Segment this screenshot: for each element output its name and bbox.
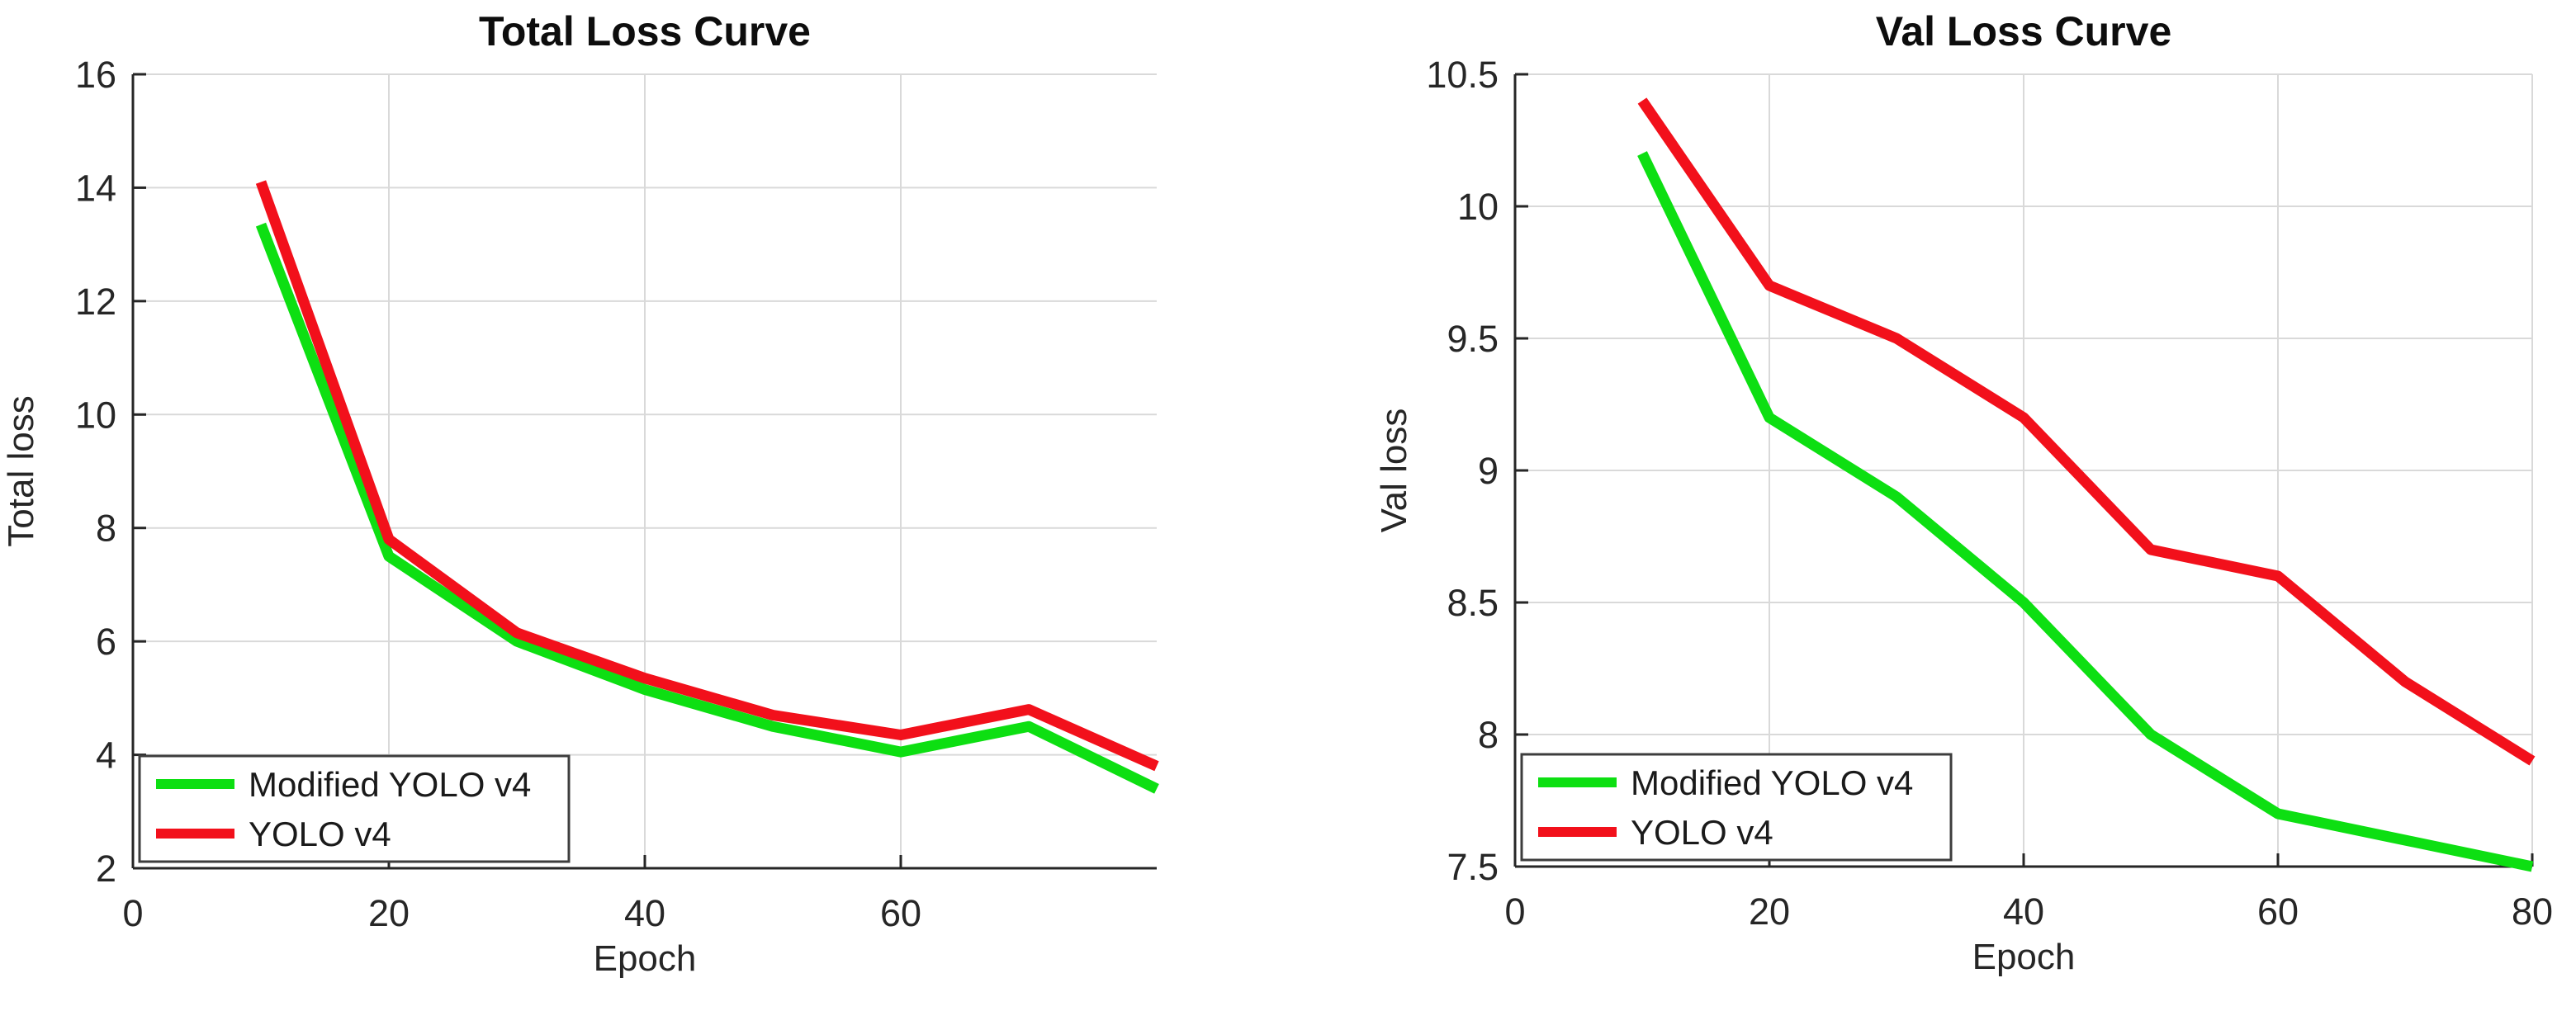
x-tick-label-40: 40 [624,892,665,934]
val-loss-curve-chart: 0 20 40 60 80 7.5 8 8.5 9 9.5 10 10.5 Val Loss Curve… [1374,8,2553,977]
legend: Modified YOLO v4 YOLO v4 [138,754,571,863]
y-tick-label-8: 8 [96,508,116,550]
x-tick-label-20: 20 [1749,891,1790,933]
y-tick-label-12: 12 [75,281,116,323]
x-tick-label-80: 80 [2512,891,2553,933]
series-line-modified-yolo-v4 [255,222,1159,794]
y-tick-label-2: 2 [96,848,116,890]
legend-box [1520,753,1953,862]
legend-box [138,754,571,863]
y-tick-label-9.5: 9.5 [1447,318,1499,360]
y-tick-label-8: 8 [1478,714,1499,756]
chart-title: Total Loss Curve [479,8,811,54]
x-tick-label-60: 60 [2257,891,2299,933]
x-tick-label-40: 40 [2003,891,2044,933]
series-line-yolo-v4 [1637,97,2536,766]
y-tick-label-7.5: 7.5 [1447,846,1499,888]
legend: Modified YOLO v4 YOLO v4 [1520,753,1953,862]
y-tick-label-6: 6 [96,621,116,663]
x-tick-label-0: 0 [122,892,143,934]
x-axis-label: Epoch [1972,937,2076,977]
legend-item-modified-yolo-v4: Modified YOLO v4 [1631,763,1913,802]
y-tick-label-16: 16 [75,54,116,96]
legend-item-yolo-v4: YOLO v4 [249,815,391,853]
series-line-modified-yolo-v4 [1637,151,2534,872]
y-tick-label-10: 10 [75,394,116,436]
y-tick-label-14: 14 [75,167,116,209]
x-tick-label-0: 0 [1504,891,1525,933]
y-tick-label-10.5: 10.5 [1426,54,1499,96]
y-tick-label-10: 10 [1457,186,1499,228]
y-tick-label-9: 9 [1478,450,1499,492]
legend-item-modified-yolo-v4: Modified YOLO v4 [249,765,531,804]
total-loss-curve-chart: 0 20 40 60 2 4 6 8 10 12 14 16 Total Loss Curve Epoch… [1,8,1159,979]
x-tick-label-20: 20 [368,892,410,934]
x-tick-label-60: 60 [880,892,921,934]
y-axis-label: Total loss [1,395,41,546]
y-axis-label: Val loss [1374,409,1414,533]
legend-item-yolo-v4: YOLO v4 [1631,813,1773,852]
series-line-yolo-v4 [255,180,1159,772]
chart-title: Val Loss Curve [1876,8,2172,54]
y-tick-label-8.5: 8.5 [1447,582,1499,624]
y-tick-label-4: 4 [96,735,116,777]
x-axis-label: Epoch [594,938,697,979]
